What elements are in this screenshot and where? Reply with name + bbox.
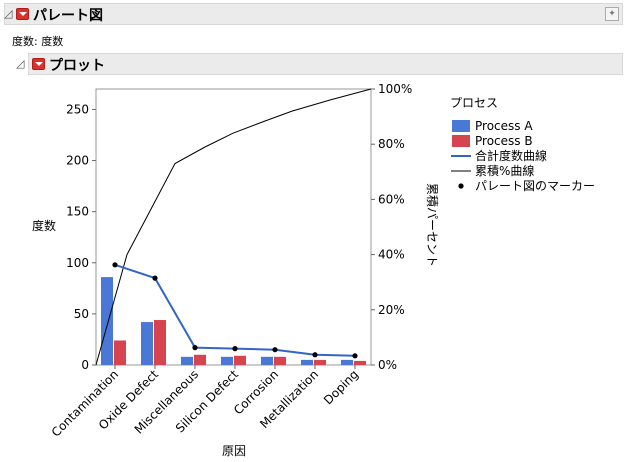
y2-tick-label: 80% [378,137,405,151]
y-tick-label: 0 [81,358,89,372]
y-tick-label: 100 [66,256,89,270]
pareto-marker [352,353,358,359]
legend-process-b-label: Process B [475,134,533,148]
legend-pareto-markers-swatch [458,183,464,189]
pareto-marker [112,262,118,268]
collapse-triangle-icon[interactable]: ◿ [4,7,13,20]
bar-a [101,277,113,365]
bar-b [314,359,326,365]
legend-pareto-markers-label: パレート図のマーカー [475,179,595,193]
bar-a [221,356,233,365]
bar-b [194,354,206,365]
bar-a [341,359,353,365]
legend-process-a-swatch [452,120,470,132]
legend-process-a-label: Process A [475,119,533,133]
legend-cumulative-curve-label: 累積%曲線 [475,163,534,178]
x-axis-label: 原因 [222,444,246,458]
y2-axis-label: 累積パーセント [425,183,440,267]
pareto-marker [152,275,158,281]
pareto-marker [312,352,318,358]
y2-tick-label: 40% [378,248,405,262]
legend-combined-curve-label: 合計度数曲線 [475,148,547,163]
x-tick-label: Doping [321,367,361,407]
x-tick-label: Contamination [49,367,121,439]
bar-a [261,356,273,365]
collapse-triangle-icon[interactable]: ◿ [16,57,25,70]
y2-tick-label: 100% [378,82,412,96]
pareto-marker [272,347,278,353]
bar-b [274,356,286,365]
bar-a [181,356,193,365]
pin-icon[interactable]: ✦ [605,7,619,21]
pareto-marker [192,345,198,351]
plot-section-header: ◿ プロット [16,53,623,75]
plot-frame [95,88,372,366]
bar-b [354,360,366,365]
report-title: パレート図 [33,8,103,24]
pareto-marker [232,346,238,352]
report-header: ◿ パレート図 ✦ [4,3,623,25]
frequency-label: 度数: 度数 [12,35,64,48]
legend-process-b-swatch [452,135,470,147]
section-title: プロット [49,58,105,74]
bar-b [234,355,246,365]
y-tick-label: 50 [74,307,89,321]
bar-b [154,320,166,365]
bar-a [301,359,313,365]
y-tick-label: 150 [66,205,89,219]
y-axis-label: 度数 [32,218,56,233]
red-triangle-menu-icon[interactable] [16,8,29,20]
bar-b [114,340,126,365]
cumulative-percent-curve [95,88,372,366]
y-tick-label: 250 [66,102,89,116]
y2-tick-label: 60% [378,192,405,206]
red-triangle-menu-icon[interactable] [32,58,45,70]
y2-tick-label: 0% [378,358,397,372]
y-tick-label: 200 [66,154,89,168]
y2-tick-label: 20% [378,303,405,317]
legend-title: プロセス [450,96,498,110]
bar-a [141,322,153,365]
